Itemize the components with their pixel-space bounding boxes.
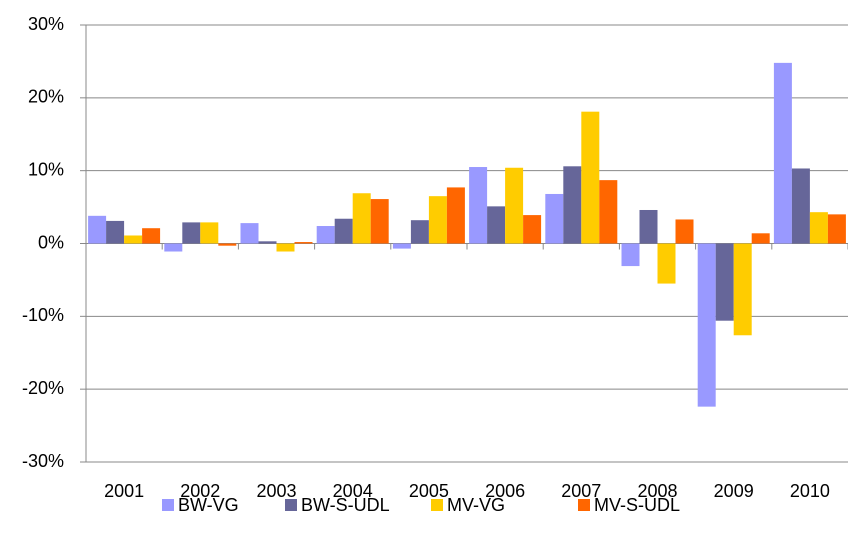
legend-swatch: [578, 499, 590, 511]
bar: [316, 226, 335, 244]
x-tick-label: 2002: [180, 481, 220, 501]
bar: [523, 215, 542, 244]
bar: [428, 196, 447, 244]
bar: [106, 220, 125, 244]
x-tick-label: 2007: [561, 481, 601, 501]
bar: [352, 193, 371, 244]
bar: [487, 206, 506, 244]
bar: [581, 111, 600, 244]
legend-swatch: [285, 499, 297, 511]
bar: [657, 243, 676, 284]
bar: [142, 228, 161, 244]
x-tick-label: 2009: [714, 481, 754, 501]
y-tick-label: 20%: [28, 87, 64, 107]
bar: [791, 168, 810, 244]
bar: [276, 243, 295, 252]
bar: [715, 243, 734, 321]
bar: [599, 180, 618, 244]
bar: [392, 243, 411, 249]
legend-swatch: [162, 499, 174, 511]
bar: [370, 199, 389, 244]
bar: [621, 243, 640, 267]
bar: [773, 62, 792, 244]
x-tick-label: 2010: [790, 481, 830, 501]
legend-label: BW-VG: [178, 495, 239, 515]
bar: [563, 166, 582, 244]
y-tick-label: -20%: [22, 378, 64, 398]
legend-swatch: [431, 499, 443, 511]
bar: [446, 187, 465, 244]
bar: [200, 222, 219, 244]
x-tick-label: 2006: [485, 481, 525, 501]
y-tick-label: 10%: [28, 159, 64, 179]
x-tick-label: 2003: [256, 481, 296, 501]
bar: [88, 215, 107, 244]
x-tick-label: 2005: [409, 481, 449, 501]
bar: [410, 220, 429, 244]
bar: [697, 243, 716, 407]
bar: [294, 242, 313, 244]
bar: [639, 209, 658, 244]
bar: [182, 222, 201, 244]
legend-label: BW-S-UDL: [301, 495, 390, 515]
y-tick-label: 30%: [28, 14, 64, 34]
legend-label: MV-S-UDL: [594, 495, 680, 515]
bar: [258, 241, 277, 244]
y-tick-label: -30%: [22, 451, 64, 471]
x-tick-label: 2001: [104, 481, 144, 501]
x-tick-label: 2008: [637, 481, 677, 501]
bar: [827, 214, 846, 244]
bar: [124, 235, 143, 244]
bar: [164, 243, 183, 252]
bar: [505, 167, 524, 244]
bar: [240, 223, 259, 244]
bar: [733, 243, 752, 336]
bar: [809, 212, 828, 244]
bar: [218, 243, 237, 246]
bar: [545, 193, 564, 244]
bar: [675, 219, 694, 244]
bar: [334, 218, 353, 244]
x-tick-label: 2004: [333, 481, 373, 501]
y-tick-label: 0%: [38, 232, 64, 252]
bar: [751, 233, 770, 244]
legend-label: MV-VG: [447, 495, 505, 515]
y-tick-label: -10%: [22, 305, 64, 325]
bar: [469, 167, 488, 244]
